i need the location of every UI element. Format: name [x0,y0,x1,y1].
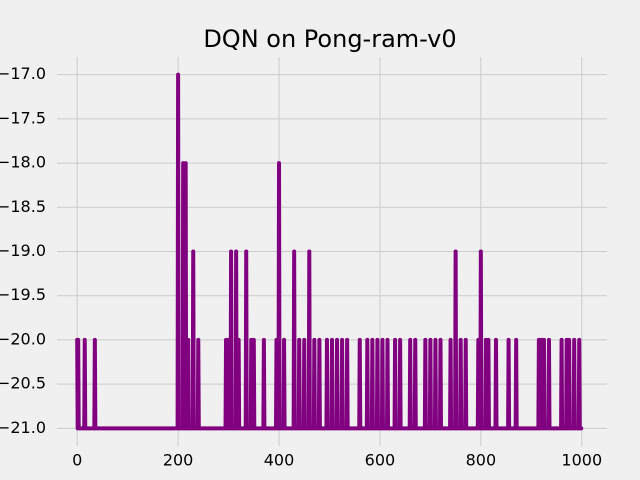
x-tick-label: 800 [466,451,497,470]
chart-title: DQN on Pong-ram-v0 [203,25,456,53]
y-tick-label: −20.0 [0,329,46,348]
x-tick-label: 400 [264,451,295,470]
y-tick-label: −19.0 [0,241,46,260]
x-tick-label: 1000 [561,451,602,470]
y-tick-label: −18.5 [0,197,46,216]
y-tick-label: −21.0 [0,418,46,437]
x-tick-label: 0 [72,451,82,470]
x-tick-label: 600 [365,451,396,470]
y-tick-label: −17.0 [0,64,46,83]
y-tick-label: −17.5 [0,108,46,127]
x-tick-label: 200 [163,451,194,470]
plot-area [75,72,584,431]
data-line [75,72,584,431]
y-tick-label: −20.5 [0,374,46,393]
y-tick-label: −19.5 [0,285,46,304]
y-tick-label: −18.0 [0,153,46,172]
